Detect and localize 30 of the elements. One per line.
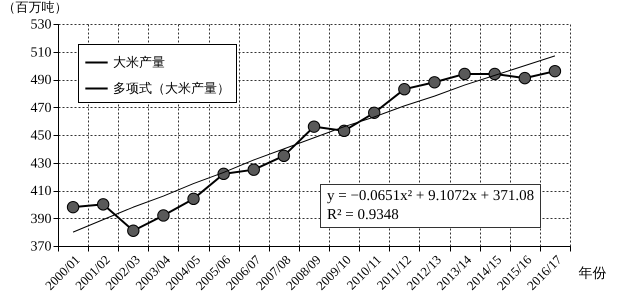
y-axis-title: （百万吨） [2, 0, 68, 16]
y-tick-label: 410 [30, 184, 52, 199]
x-axis-title: 年份 [578, 266, 606, 282]
annotation: R² = 0.9348 [327, 206, 400, 225]
annotation: y = −0.0651x² + 9.1072x + 371.08 [327, 187, 534, 206]
y-tick-label: 370 [30, 240, 52, 254]
legend-label: 大米产量 [113, 56, 165, 70]
point [458, 68, 471, 80]
point [398, 83, 411, 96]
point [187, 192, 200, 206]
y-tick-label: 390 [30, 212, 52, 227]
y-tick-label: 510 [30, 45, 52, 60]
legend-label: 多项式（大米产量） [113, 82, 230, 96]
point [278, 150, 290, 162]
point [518, 72, 532, 84]
point [308, 120, 320, 133]
point [548, 64, 562, 78]
point [428, 76, 441, 88]
y-tick-label: 470 [30, 100, 52, 116]
point [248, 164, 260, 176]
point [66, 200, 80, 214]
point [127, 224, 140, 237]
y-tick-label: 430 [30, 156, 52, 172]
point [338, 124, 350, 138]
point [157, 209, 170, 222]
y-tick-label: 450 [30, 128, 52, 144]
point [96, 198, 110, 211]
point [368, 106, 380, 119]
y-tick-label: 490 [30, 73, 52, 88]
y-tick-label: 530 [30, 18, 52, 32]
